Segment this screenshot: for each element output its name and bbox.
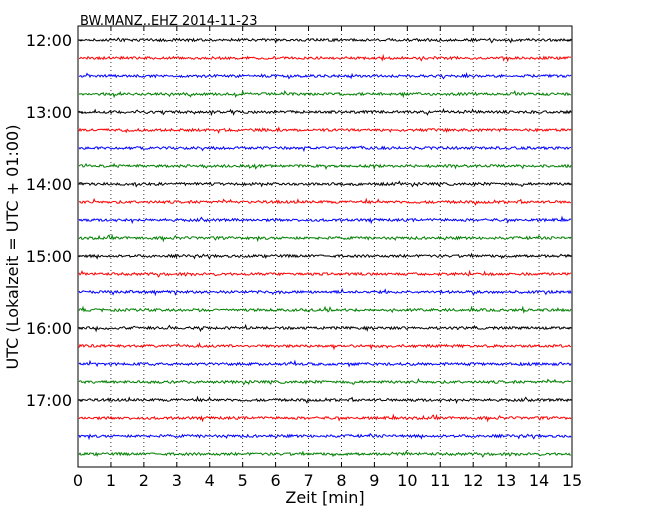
chart-title: BW.MANZ..EHZ 2014-11-23 xyxy=(80,14,258,29)
x-tick-label: 6 xyxy=(271,471,281,490)
trace-1215 xyxy=(78,53,572,63)
trace-1230 xyxy=(78,71,572,80)
x-tick-label: 1 xyxy=(106,471,116,490)
x-axis-label: Zeit [min] xyxy=(285,488,364,507)
x-tick-label: 13 xyxy=(496,471,516,490)
x-tick-label: 0 xyxy=(73,471,83,490)
x-tick-label: 3 xyxy=(172,471,182,490)
x-tick-label: 7 xyxy=(303,471,313,490)
trace-1645 xyxy=(78,377,572,386)
trace-1430 xyxy=(78,215,572,225)
y-tick-label: 14:00 xyxy=(26,175,72,194)
trace-1345 xyxy=(78,162,572,171)
x-tick-label: 14 xyxy=(529,471,549,490)
trace-1515 xyxy=(78,269,572,278)
trace-1715 xyxy=(78,413,572,423)
trace-1300 xyxy=(78,107,572,117)
trace-1545 xyxy=(78,305,572,314)
trace-1445 xyxy=(78,233,572,243)
x-tick-label: 9 xyxy=(369,471,379,490)
x-tick-label: 10 xyxy=(397,471,417,490)
y-axis-label: UTC (Lokalzeit = UTC + 01:00) xyxy=(3,125,22,370)
x-tick-label: 8 xyxy=(336,471,346,490)
y-tick-label: 12:00 xyxy=(26,31,72,50)
trace-1530 xyxy=(78,287,572,297)
y-tick-label: 16:00 xyxy=(26,319,72,338)
trace-1245 xyxy=(78,89,572,99)
y-tick-label: 17:00 xyxy=(26,391,72,410)
trace-1700 xyxy=(78,395,572,405)
trace-1500 xyxy=(78,252,572,260)
trace-1730 xyxy=(78,432,572,441)
x-tick-label: 4 xyxy=(205,471,215,490)
trace-1200 xyxy=(78,37,572,44)
trace-1415 xyxy=(78,197,572,206)
trace-1745 xyxy=(78,449,572,458)
y-tick-label: 15:00 xyxy=(26,247,72,266)
trace-1315 xyxy=(78,126,572,134)
trace-1600 xyxy=(78,323,572,333)
trace-1630 xyxy=(78,359,572,368)
x-tick-label: 12 xyxy=(463,471,483,490)
trace-1615 xyxy=(78,341,572,351)
x-tick-label: 11 xyxy=(430,471,450,490)
x-tick-label: 15 xyxy=(562,471,582,490)
trace-1330 xyxy=(78,145,572,153)
x-tick-label: 5 xyxy=(238,471,248,490)
trace-1400 xyxy=(78,180,572,188)
x-tick-label: 2 xyxy=(139,471,149,490)
plot-frame xyxy=(77,25,573,468)
y-tick-label: 13:00 xyxy=(26,103,72,122)
